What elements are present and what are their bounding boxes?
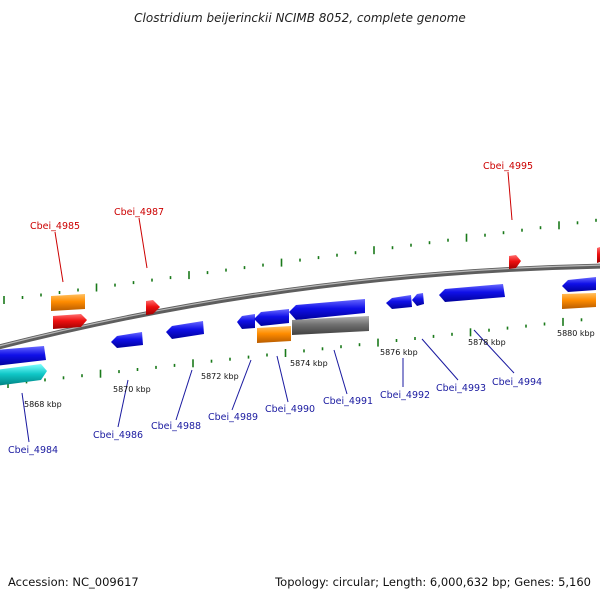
gene-orange-feature-right[interactable] bbox=[562, 293, 596, 309]
gene-label-cbei-4988[interactable]: Cbei_4988 bbox=[151, 421, 201, 432]
leader-line-4989 bbox=[231, 359, 252, 411]
leader-line-4985 bbox=[54, 231, 64, 283]
leader-line-4984 bbox=[21, 392, 30, 443]
gene-label-cbei-4995[interactable]: Cbei_4995 bbox=[483, 161, 533, 172]
leader-line-4990 bbox=[276, 355, 289, 403]
gene-label-cbei-4993[interactable]: Cbei_4993 bbox=[436, 383, 486, 394]
gene-label-cbei-4990[interactable]: Cbei_4990 bbox=[265, 404, 315, 415]
gene-blue-feature-4986[interactable] bbox=[111, 332, 143, 348]
genome-summary-text: Topology: circular; Length: 6,000,632 bp… bbox=[274, 575, 591, 589]
scale-label: 5868 kbp bbox=[24, 400, 62, 409]
scale-labels: 5868 kbp 5870 kbp 5872 kbp 5874 kbp 5876… bbox=[24, 329, 595, 409]
gene-labels: Cbei_4984 Cbei_4985 Cbei_4986 Cbei_4987 … bbox=[8, 161, 542, 456]
leader-line-4991 bbox=[333, 349, 348, 395]
gene-gray-feature-4991[interactable] bbox=[292, 316, 369, 335]
gene-blue-feature-4993[interactable] bbox=[412, 293, 424, 306]
gene-red-feature-4987[interactable] bbox=[146, 300, 160, 315]
gene-label-cbei-4984[interactable]: Cbei_4984 bbox=[8, 445, 58, 456]
gene-red-feature-4995[interactable] bbox=[509, 255, 521, 269]
leader-line-4995 bbox=[507, 171, 513, 221]
scale-label: 5872 kbp bbox=[201, 372, 239, 381]
gene-orange-feature[interactable] bbox=[51, 294, 85, 311]
gene-label-cbei-4994[interactable]: Cbei_4994 bbox=[492, 377, 542, 388]
gene-orange-feature-4990[interactable] bbox=[257, 326, 291, 343]
gene-label-cbei-4991[interactable]: Cbei_4991 bbox=[323, 396, 373, 407]
gene-features bbox=[0, 247, 600, 386]
gene-blue-feature-4984a[interactable] bbox=[0, 346, 46, 366]
gene-blue-feature-4992[interactable] bbox=[386, 295, 412, 309]
leader-line-4986 bbox=[117, 379, 129, 428]
scale-label: 5870 kbp bbox=[113, 385, 151, 394]
gene-leader-lines bbox=[21, 171, 515, 443]
scale-label: 5878 kbp bbox=[468, 338, 506, 347]
gene-blue-feature-4994[interactable] bbox=[439, 284, 505, 302]
gene-red-feature-edge[interactable] bbox=[597, 247, 600, 263]
gene-blue-feature-4991a[interactable] bbox=[289, 299, 365, 320]
gene-label-cbei-4989[interactable]: Cbei_4989 bbox=[208, 412, 258, 423]
gene-label-cbei-4987[interactable]: Cbei_4987 bbox=[114, 207, 164, 218]
gene-label-cbei-4986[interactable]: Cbei_4986 bbox=[93, 430, 143, 441]
scale-label: 5876 kbp bbox=[380, 348, 418, 357]
gene-red-feature-4985[interactable] bbox=[53, 314, 87, 329]
leader-line-4987 bbox=[138, 217, 148, 269]
scale-label: 5874 kbp bbox=[290, 359, 328, 368]
leader-line-4993 bbox=[421, 338, 459, 381]
genome-backbone bbox=[0, 263, 600, 350]
gene-blue-feature-right[interactable] bbox=[562, 277, 596, 292]
gene-label-cbei-4992[interactable]: Cbei_4992 bbox=[380, 390, 430, 401]
gene-blue-feature-4989[interactable] bbox=[237, 314, 255, 329]
leader-line-4988 bbox=[175, 369, 193, 421]
scale-label: 5880 kbp bbox=[557, 329, 595, 338]
gene-blue-feature-4990a[interactable] bbox=[254, 309, 289, 326]
gene-cyan-feature-4984[interactable] bbox=[0, 364, 47, 386]
map-title: Clostridium beijerinckii NCIMB 8052, com… bbox=[134, 11, 466, 25]
upper-tick-track bbox=[3, 218, 597, 304]
gene-blue-feature-4988[interactable] bbox=[166, 321, 204, 339]
accession-text: Accession: NC_009617 bbox=[8, 575, 139, 589]
leader-line-4994 bbox=[473, 329, 515, 374]
gene-label-cbei-4985[interactable]: Cbei_4985 bbox=[30, 221, 80, 232]
